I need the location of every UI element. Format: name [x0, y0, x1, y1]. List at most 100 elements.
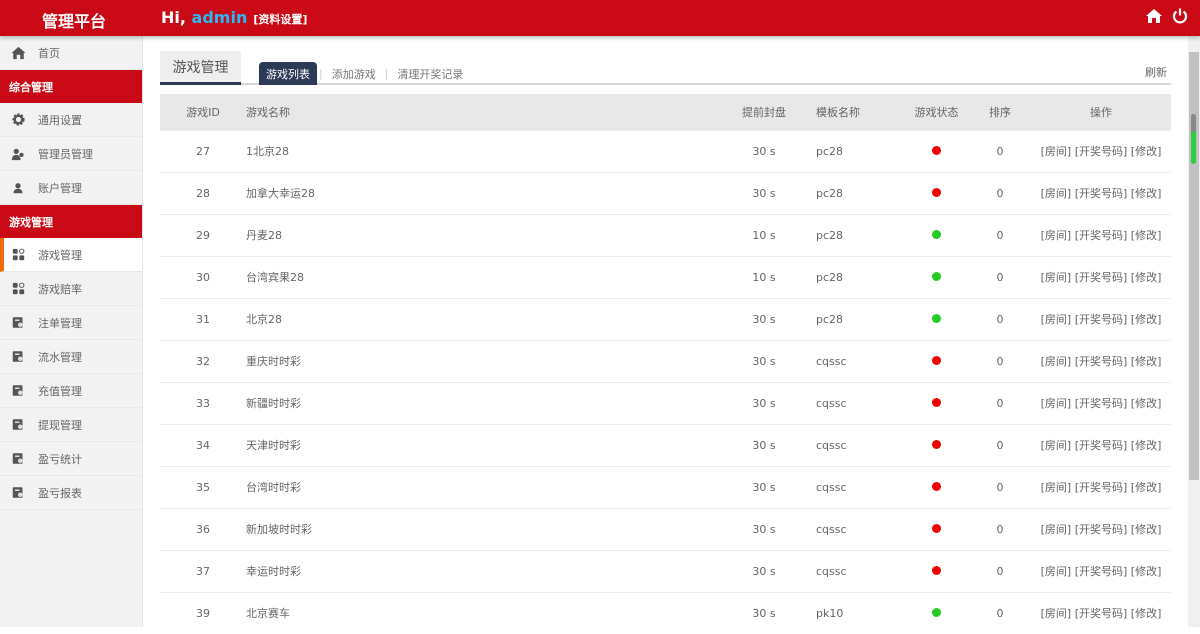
profile-settings-link[interactable]: [资料设置]: [253, 13, 308, 26]
sidebar-item[interactable]: 游戏管理: [0, 238, 142, 272]
room-link[interactable]: [房间]: [1040, 355, 1072, 368]
draw-numbers-link[interactable]: [开奖号码]: [1074, 271, 1128, 284]
col-template: 模板名称: [804, 94, 904, 130]
refresh-button[interactable]: 刷新: [1145, 66, 1167, 79]
cell-status: [904, 507, 969, 550]
sidebar-item[interactable]: 游戏赔率: [0, 272, 142, 306]
cell-status: [904, 549, 969, 592]
sidebar-item-label: 充值管理: [38, 384, 82, 398]
cell-actions: [房间] [开奖号码] [修改]: [1031, 465, 1171, 508]
home-icon[interactable]: [1146, 8, 1162, 24]
cell-template: pk10: [804, 591, 904, 634]
sidebar-section-header[interactable]: 游戏管理: [0, 205, 142, 238]
sidebar-item-label: 游戏赔率: [38, 282, 82, 296]
edit-link[interactable]: [修改]: [1130, 229, 1162, 242]
scroll-indicator: [1191, 114, 1196, 164]
sidebar-item[interactable]: 提现管理: [0, 408, 142, 442]
table-row: 27 1北京28 30 s pc28 0 [房间] [开奖号码] [修改]: [160, 129, 1171, 172]
room-link[interactable]: [房间]: [1040, 607, 1072, 621]
sidebar-item[interactable]: 管理员管理: [0, 137, 142, 171]
cell-name: 台湾时时彩: [246, 465, 724, 508]
cell-status: [904, 423, 969, 466]
room-link[interactable]: [房间]: [1040, 313, 1072, 326]
sidebar-item[interactable]: 盈亏统计: [0, 442, 142, 476]
sidebar-section-header[interactable]: 综合管理: [0, 70, 142, 103]
power-icon[interactable]: [1172, 8, 1188, 24]
cell-template: pc28: [804, 171, 904, 214]
room-link[interactable]: [房间]: [1040, 187, 1072, 200]
sidebar-item[interactable]: 流水管理: [0, 340, 142, 374]
draw-numbers-link[interactable]: [开奖号码]: [1074, 145, 1128, 158]
sidebar-item[interactable]: 注单管理: [0, 306, 142, 340]
draw-numbers-link[interactable]: [开奖号码]: [1074, 481, 1128, 494]
room-link[interactable]: [房间]: [1040, 271, 1072, 284]
draw-numbers-link[interactable]: [开奖号码]: [1074, 355, 1128, 368]
table-row: 28 加拿大幸运28 30 s pc28 0 [房间] [开奖号码] [修改]: [160, 171, 1171, 214]
edit-link[interactable]: [修改]: [1130, 145, 1162, 158]
sidebar-item[interactable]: 账户管理: [0, 171, 142, 205]
draw-numbers-link[interactable]: [开奖号码]: [1074, 187, 1128, 200]
draw-numbers-link[interactable]: [开奖号码]: [1074, 607, 1128, 621]
brand-title: 管理平台: [42, 12, 107, 31]
draw-numbers-link[interactable]: [开奖号码]: [1074, 229, 1128, 242]
room-link[interactable]: [房间]: [1040, 523, 1072, 536]
draw-numbers-link[interactable]: [开奖号码]: [1074, 397, 1128, 410]
cell-actions: [房间] [开奖号码] [修改]: [1031, 423, 1171, 466]
cell-template: pc28: [804, 129, 904, 172]
room-link[interactable]: [房间]: [1040, 145, 1072, 158]
scrollbar-thumb[interactable]: [1189, 52, 1199, 480]
table-row: 37 幸运时时彩 30 s cqssc 0 [房间] [开奖号码] [修改]: [160, 549, 1171, 592]
ledger-icon: [10, 486, 26, 499]
scrollbar[interactable]: [1188, 36, 1200, 627]
status-dot: [932, 229, 941, 239]
draw-numbers-link[interactable]: [开奖号码]: [1074, 313, 1128, 326]
edit-link[interactable]: [修改]: [1130, 187, 1162, 200]
room-link[interactable]: [房间]: [1040, 565, 1072, 578]
cell-sort: 0: [969, 549, 1031, 592]
cell-name: 新疆时时彩: [246, 381, 724, 424]
edit-link[interactable]: [修改]: [1130, 523, 1162, 536]
cell-status: [904, 465, 969, 508]
cell-template: pc28: [804, 255, 904, 298]
draw-numbers-link[interactable]: [开奖号码]: [1074, 439, 1128, 452]
apps-icon: [10, 282, 26, 295]
room-link[interactable]: [房间]: [1040, 229, 1072, 242]
cell-sort: 0: [969, 591, 1031, 634]
status-dot: [932, 313, 941, 323]
tab-add-game[interactable]: 添加游戏: [331, 67, 376, 81]
draw-numbers-link[interactable]: [开奖号码]: [1074, 565, 1128, 578]
cell-id: 29: [160, 213, 246, 256]
sidebar-item[interactable]: 充值管理: [0, 374, 142, 408]
sidebar-item-label: 游戏管理: [38, 248, 82, 262]
tab-clear-draw-records[interactable]: 清理开奖记录: [397, 67, 464, 81]
content-header: 游戏管理 游戏列表 | 添加游戏 | 清理开奖记录 刷新: [160, 51, 1171, 85]
edit-link[interactable]: [修改]: [1130, 313, 1162, 326]
edit-link[interactable]: [修改]: [1130, 397, 1162, 410]
cell-actions: [房间] [开奖号码] [修改]: [1031, 339, 1171, 382]
edit-link[interactable]: [修改]: [1130, 355, 1162, 368]
cell-name: 天津时时彩: [246, 423, 724, 466]
cell-template: pc28: [804, 213, 904, 256]
cell-status: [904, 297, 969, 340]
edit-link[interactable]: [修改]: [1130, 271, 1162, 284]
edit-link[interactable]: [修改]: [1130, 481, 1162, 494]
draw-numbers-link[interactable]: [开奖号码]: [1074, 523, 1128, 536]
games-table: 游戏ID 游戏名称 提前封盘 模板名称 游戏状态 排序 操作 27 1北京28 30…: [160, 94, 1171, 634]
cell-close: 10 s: [724, 255, 804, 298]
cell-template: pc28: [804, 297, 904, 340]
status-dot: [932, 523, 941, 533]
cell-name: 幸运时时彩: [246, 549, 724, 592]
sidebar-item[interactable]: 盈亏报表: [0, 476, 142, 510]
room-link[interactable]: [房间]: [1040, 481, 1072, 494]
edit-link[interactable]: [修改]: [1130, 565, 1162, 578]
sidebar-item-label: 提现管理: [38, 418, 82, 432]
room-link[interactable]: [房间]: [1040, 439, 1072, 452]
edit-link[interactable]: [修改]: [1130, 439, 1162, 452]
sidebar-item-home[interactable]: 首页: [0, 36, 142, 70]
cell-actions: [房间] [开奖号码] [修改]: [1031, 549, 1171, 592]
tab-game-list[interactable]: 游戏列表: [259, 62, 317, 85]
sidebar-item[interactable]: 通用设置: [0, 103, 142, 137]
edit-link[interactable]: [修改]: [1130, 607, 1162, 621]
cell-id: 35: [160, 465, 246, 508]
room-link[interactable]: [房间]: [1040, 397, 1072, 410]
